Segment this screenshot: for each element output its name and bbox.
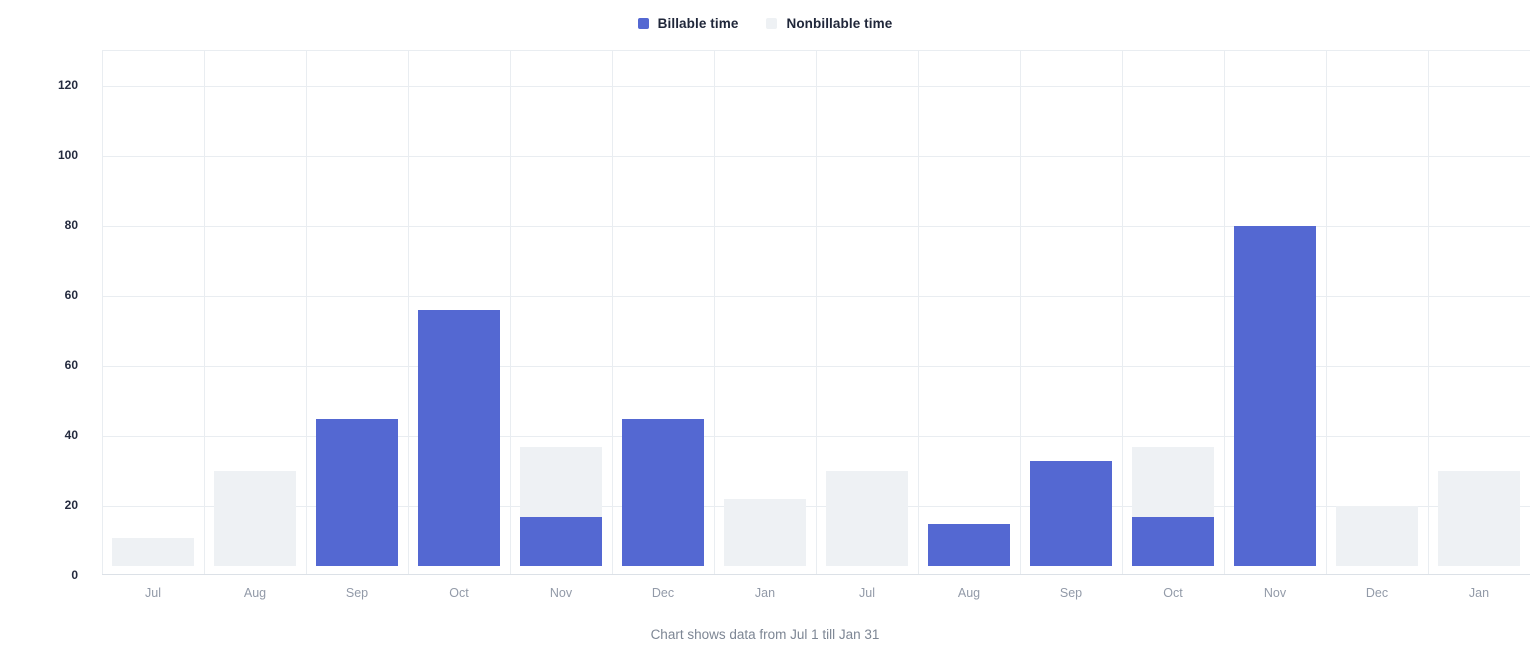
bar-billable-dec-5[interactable] (622, 418, 704, 566)
v-gridline (612, 51, 613, 574)
legend-item-billable[interactable]: Billable time (637, 16, 739, 31)
x-axis-month-label: Dec (651, 586, 675, 600)
y-axis-tick-label: 120 (57, 78, 78, 92)
chart-caption: Chart shows data from Jul 1 till Jan 31 (650, 627, 880, 642)
x-axis-month-label: Nov (1263, 586, 1287, 600)
bar-billable-oct-3[interactable] (418, 310, 500, 566)
y-axis-tick-label: 0 (71, 568, 78, 582)
x-axis-month-label: Jul (859, 586, 875, 600)
x-axis-month-label: Dec (1365, 586, 1389, 600)
nonbillable-legend-swatch-icon (766, 18, 778, 29)
bar-billable-sep-2[interactable] (316, 418, 398, 566)
v-gridline (1224, 51, 1225, 574)
legend-label-nonbillable: Nonbillable time (786, 16, 893, 31)
bar-billable-nov-11[interactable] (1234, 226, 1316, 566)
x-axis: Jul Aug Sep Oct Nov Dec Jan Jul Aug Sep Oct Nov Dec J… (102, 585, 1530, 603)
bar-nonbillable-aug-1[interactable] (214, 471, 296, 566)
x-axis-month-label: Nov (549, 586, 573, 600)
v-gridline (1428, 51, 1429, 574)
bar-nonbillable-jul-0[interactable] (112, 537, 194, 566)
y-axis-tick-label: 40 (64, 428, 78, 442)
y-axis: 120 100 80 60 60 40 20 0 (0, 50, 78, 582)
y-axis-tick-label: 60 (64, 288, 78, 302)
x-axis-month-label: Oct (449, 586, 469, 600)
y-axis-tick-label: 20 (64, 498, 78, 512)
x-axis-month-label: Aug (243, 586, 267, 600)
bar-nonbillable-dec-12[interactable] (1336, 506, 1418, 566)
bar-billable-aug-8[interactable] (928, 523, 1010, 566)
v-gridline (1122, 51, 1123, 574)
x-axis-month-label: Sep (1059, 586, 1083, 600)
legend-item-nonbillable[interactable]: Nonbillable time (766, 16, 892, 31)
x-axis-month-label: Oct (1163, 586, 1183, 600)
bar-nonbillable-jan-6[interactable] (724, 499, 806, 566)
bar-nonbillable-jan-13[interactable] (1438, 471, 1520, 566)
bar-billable-nov-4[interactable] (520, 516, 602, 566)
v-gridline (918, 51, 919, 574)
v-gridline (204, 51, 205, 574)
v-gridline (102, 51, 103, 574)
v-gridline (714, 51, 715, 574)
bar-billable-oct-10[interactable] (1132, 516, 1214, 566)
v-gridline (306, 51, 307, 574)
v-gridline (1020, 51, 1021, 574)
x-axis-month-label: Jan (1468, 586, 1490, 600)
x-axis-month-label: Aug (957, 586, 981, 600)
bar-billable-sep-9[interactable] (1030, 460, 1112, 566)
billable-legend-swatch-icon (637, 18, 649, 29)
plot-area (102, 50, 1530, 575)
v-gridline (408, 51, 409, 574)
v-gridline (816, 51, 817, 574)
x-axis-month-label: Jul (145, 586, 161, 600)
chart-legend: Billable time Nonbillable time (0, 16, 1530, 31)
v-gridline (1326, 51, 1327, 574)
y-axis-tick-label: 80 (64, 218, 78, 232)
bar-nonbillable-jul-7[interactable] (826, 471, 908, 566)
y-axis-tick-label: 60 (64, 358, 78, 372)
x-axis-month-label: Sep (345, 586, 369, 600)
legend-label-billable: Billable time (657, 16, 739, 31)
y-axis-tick-label: 100 (57, 148, 78, 162)
v-gridline (510, 51, 511, 574)
x-axis-month-label: Jan (754, 586, 776, 600)
